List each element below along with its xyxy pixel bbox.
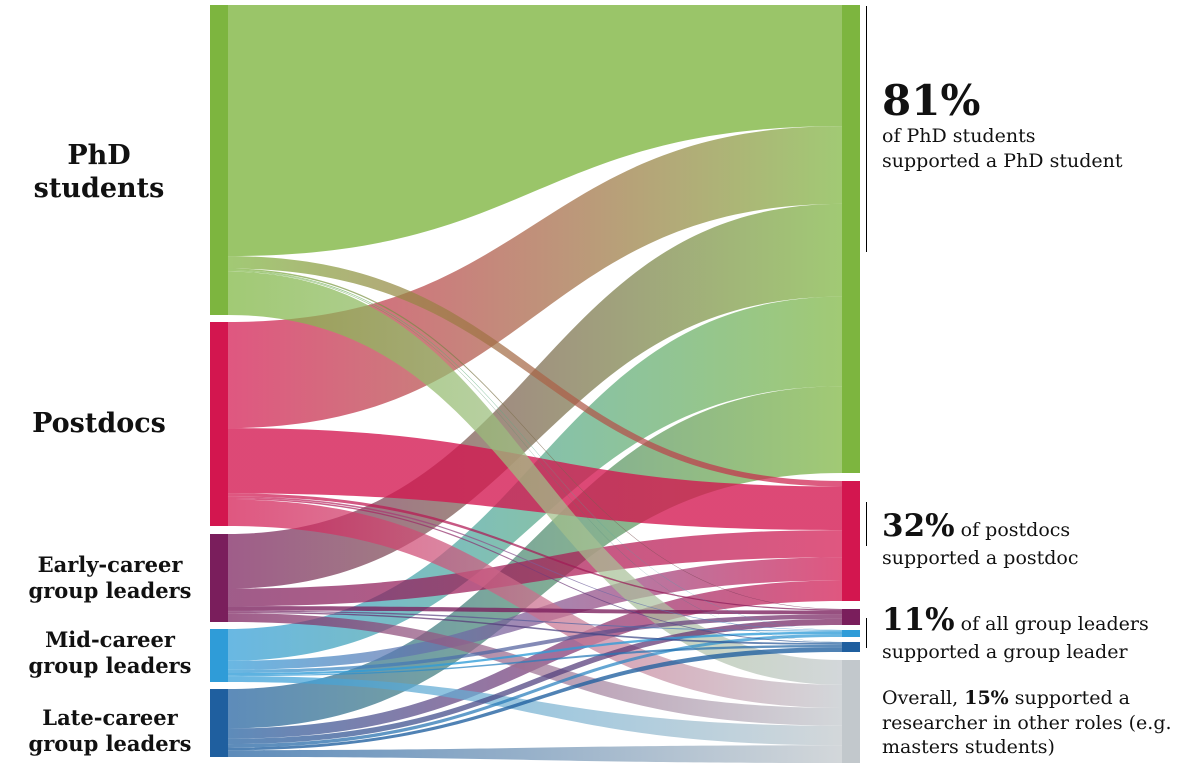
- source-node-postdoc: [210, 322, 228, 526]
- flow-phd-to-phd: [228, 5, 842, 257]
- source-node-early: [210, 534, 228, 622]
- source-label-mid-career-line1: Mid-career: [45, 627, 175, 652]
- annotation-postdoc-rest: of postdocs: [960, 519, 1071, 541]
- source-label-late-career: Late-career group leaders: [0, 705, 220, 756]
- flow-postdoc-to-mid: [228, 496, 842, 631]
- annotation-leaders-line2: supported a group leader: [882, 641, 1128, 664]
- flow-phd-to-other: [228, 271, 842, 685]
- flow-phd-to-mid: [228, 270, 842, 631]
- flow-early-to-postdoc: [228, 530, 842, 607]
- annotation-other: Overall, 15% supported a researcher in o…: [882, 686, 1172, 760]
- target-node-postdoc: [842, 481, 860, 601]
- flow-mid-to-early: [228, 614, 842, 673]
- source-label-late-career-line1: Late-career: [42, 705, 178, 730]
- flow-early-to-other: [228, 613, 842, 726]
- source-label-mid-career-line2: group leaders: [28, 652, 192, 678]
- annotation-other-pre: Overall,: [882, 687, 959, 709]
- flow-late-to-late: [228, 647, 842, 751]
- annotation-other-post: supported a: [1014, 687, 1131, 709]
- flow-early-to-late: [228, 611, 842, 645]
- source-node-mid: [210, 629, 228, 682]
- annotation-other-line2: researcher in other roles (e.g.: [882, 711, 1172, 734]
- flow-early-to-mid: [228, 610, 842, 632]
- source-label-late-career-line2: group leaders: [28, 730, 192, 756]
- flow-phd-to-early: [228, 268, 842, 610]
- flow-postdoc-to-early: [228, 493, 842, 611]
- target-node-mid: [842, 630, 860, 637]
- target-node-late: [842, 642, 860, 652]
- annotation-phd-line2: supported a PhD student: [882, 149, 1123, 172]
- flow-mid-to-other: [228, 676, 842, 746]
- bracket-phd: [866, 6, 867, 252]
- source-label-phd: PhD students: [33, 140, 165, 204]
- flow-late-to-mid: [228, 633, 842, 748]
- flow-mid-to-late: [228, 644, 842, 677]
- flow-late-to-other: [228, 745, 842, 763]
- sankey-nodes: [210, 5, 860, 763]
- flow-phd-to-postdoc: [228, 256, 842, 487]
- annotation-postdoc: 32% of postdocs supported a postdoc: [882, 506, 1079, 571]
- flow-postdoc-to-late: [228, 498, 842, 644]
- flow-late-to-early: [228, 618, 842, 745]
- flow-early-to-phd: [228, 203, 842, 589]
- sankey-flows: [228, 5, 842, 763]
- annotation-phd-line1: of PhD students: [882, 125, 1036, 148]
- source-label-mid-career: Mid-career group leaders: [0, 627, 220, 678]
- flow-postdoc-to-other: [228, 499, 842, 708]
- annotation-phd-pct: 81%: [882, 76, 981, 125]
- annotation-other-pct: 15%: [964, 687, 1009, 709]
- source-label-early-career: Early-career group leaders: [0, 552, 220, 603]
- source-node-phd: [210, 5, 228, 315]
- annotation-postdoc-line2: supported a postdoc: [882, 547, 1079, 570]
- bracket-leaders: [866, 618, 867, 648]
- annotation-leaders: 11% of all group leaders supported a gro…: [882, 600, 1149, 665]
- annotation-phd: 81% of PhD students supported a PhD stud…: [882, 76, 1123, 174]
- flow-phd-to-late: [228, 270, 842, 643]
- bracket-postdoc: [866, 502, 867, 546]
- annotation-leaders-rest: of all group leaders: [960, 613, 1149, 635]
- source-label-early-career-line1: Early-career: [37, 552, 183, 577]
- annotation-postdoc-pct: 32%: [882, 508, 955, 544]
- annotation-leaders-pct: 11%: [882, 602, 955, 638]
- source-label-postdocs: Postdocs: [32, 408, 166, 439]
- flow-early-to-early: [228, 606, 842, 615]
- source-label-early-career-line2: group leaders: [28, 577, 192, 603]
- target-node-phd: [842, 5, 860, 473]
- flow-mid-to-mid: [228, 631, 842, 676]
- target-node-early: [842, 609, 860, 625]
- flow-late-to-phd: [228, 386, 842, 729]
- source-node-late: [210, 689, 228, 757]
- target-node-other: [842, 660, 860, 763]
- flow-late-to-postdoc: [228, 580, 842, 739]
- annotation-other-line3: masters students): [882, 736, 1055, 759]
